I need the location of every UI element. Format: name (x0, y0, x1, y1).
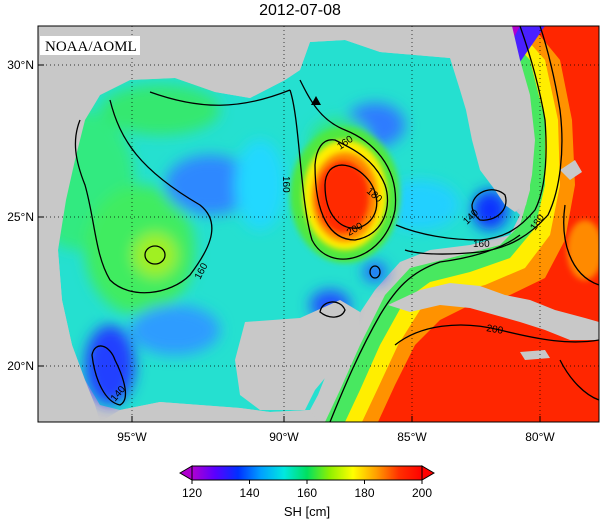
mexico-west-coast (38, 26, 460, 422)
contour-140-south (319, 301, 346, 318)
contour-gulf-edge (329, 234, 521, 422)
contour-200-atlantic (563, 204, 599, 286)
lon-tick-80w: 80°W (525, 430, 555, 444)
contour-140-southwest (91, 345, 127, 406)
credit-label: NOAA/AOML (45, 39, 137, 55)
colorbar-high-arrow (421, 465, 435, 481)
florida-east-coast (470, 26, 535, 210)
contour-140-small (369, 265, 381, 279)
contour-160-loop (289, 79, 397, 260)
bahamas (560, 160, 582, 180)
colorbar-tick-200: 200 (412, 486, 432, 500)
lat-tick-25n: 25°N (7, 210, 34, 224)
contour-label-caribbean-200: 200 (485, 323, 504, 337)
lon-tick-labels: 95°W 90°W 85°W 80°W (117, 430, 555, 444)
contour-label-straits-160: 160 (473, 239, 490, 250)
contour-200-loop (324, 164, 378, 229)
lat-tick-20n: 20°N (7, 359, 34, 373)
land-masses (38, 26, 599, 422)
tick-marks (38, 64, 541, 422)
contour-200-east (559, 359, 599, 401)
colorbar-unit-label: SH [cm] (284, 504, 330, 519)
contour-160-north (149, 89, 291, 106)
cuba (388, 283, 599, 340)
plot-area: 160 160 160 180 200 140 140 160 180 200 (38, 26, 599, 422)
colorbar-tick-160: 160 (297, 486, 317, 500)
contour-160-straits (395, 26, 547, 241)
contour-160-west (74, 99, 213, 294)
credit-box (40, 36, 140, 55)
contour-200-caribbean (394, 324, 599, 346)
contour-140-florida (471, 189, 507, 221)
colorbar-tick-120: 120 (182, 486, 202, 500)
jamaica (520, 350, 550, 360)
lon-tick-85w: 85°W (397, 430, 427, 444)
map-title: 2012-07-08 (259, 2, 341, 19)
lat-tick-30n: 30°N (7, 58, 34, 72)
contour-180-loop (314, 139, 389, 241)
contour-180-straits (404, 26, 563, 255)
plot-frame (37, 25, 600, 423)
station-triangle-marker (311, 96, 321, 105)
lon-tick-95w: 95°W (117, 430, 147, 444)
colorbar: 120 140 160 180 200 SH [cm] (179, 465, 435, 519)
lat-tick-labels: 30°N 25°N 20°N (7, 58, 34, 373)
colorbar-tick-140: 140 (239, 486, 259, 500)
contour-170-west-eddy (144, 245, 166, 265)
lon-tick-90w: 90°W (269, 430, 299, 444)
central-america-south (100, 402, 318, 422)
grid-lines (38, 26, 599, 422)
colorbar-ticks (191, 480, 423, 484)
colorbar-low-arrow (179, 465, 193, 481)
colorbar-body (191, 465, 423, 481)
colorbar-tick-180: 180 (354, 486, 374, 500)
loop-eddy-red (317, 161, 369, 233)
yucatan-peninsula (235, 300, 360, 410)
contour-label-loop-160-left: 160 (280, 176, 291, 193)
contour-lines (74, 26, 599, 422)
